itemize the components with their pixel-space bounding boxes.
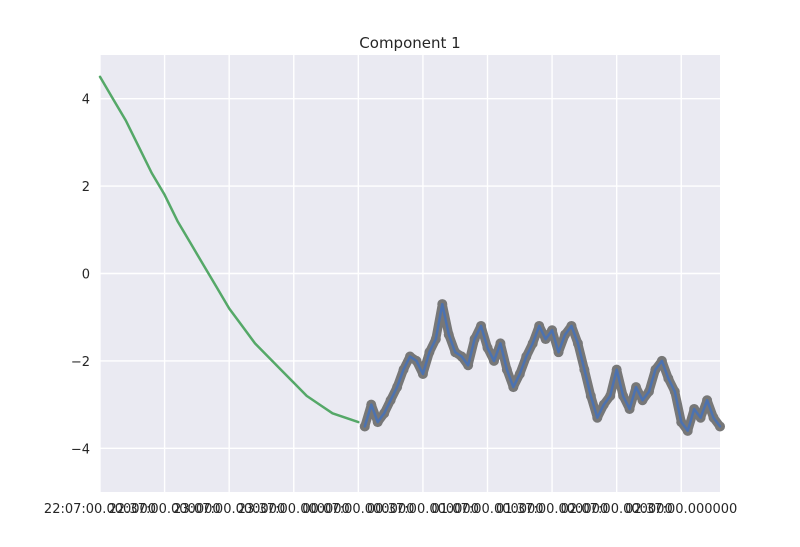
- x-tick-label: 22:07:00.000000: [44, 502, 156, 517]
- y-tick-label: 2: [82, 180, 90, 195]
- x-tick-label: 00:07:00.000000: [302, 502, 414, 517]
- chart-title: Component 1: [359, 34, 460, 52]
- x-tick-label: 23:37:00.000000: [238, 502, 350, 517]
- x-axis-ticks: 22:07:00.00000022:37:00.00000023:07:00.0…: [44, 502, 737, 517]
- y-tick-label: −2: [71, 355, 90, 370]
- y-tick-label: −4: [71, 442, 90, 457]
- grid-lines: [99, 55, 720, 492]
- x-tick-label: 01:07:00.000000: [431, 502, 543, 517]
- x-tick-label: 02:07:00.000000: [561, 502, 673, 517]
- y-axis-ticks: 4 2 0 −2 −4: [71, 93, 90, 458]
- x-tick-label: 23:07:00.000000: [173, 502, 285, 517]
- y-tick-label: 0: [82, 268, 90, 283]
- series-filtered-line: [363, 302, 722, 433]
- series-layer: [98, 75, 725, 436]
- x-tick-label: 01:37:00.000000: [496, 502, 608, 517]
- x-tick-label: 00:37:00.000000: [367, 502, 479, 517]
- series-history-line: [98, 75, 360, 424]
- x-tick-label: 22:37:00.000000: [109, 502, 221, 517]
- y-tick-label: 4: [82, 93, 90, 108]
- x-tick-label: 02:37:00.000000: [625, 502, 737, 517]
